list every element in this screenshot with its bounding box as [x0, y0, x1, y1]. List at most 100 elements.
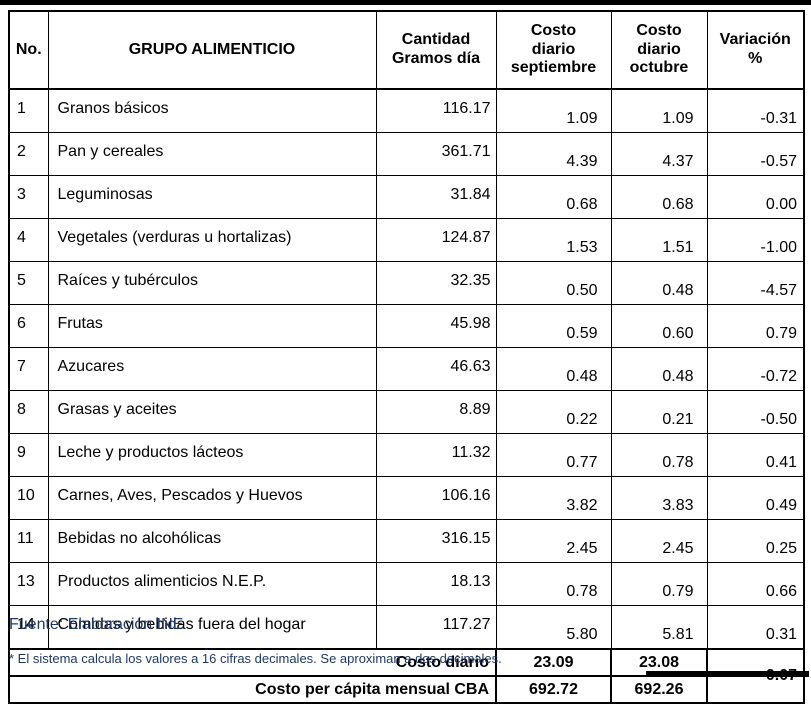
- quantity-grams: 8.89: [375, 390, 497, 434]
- row-number: 14: [8, 605, 49, 650]
- col-header-quantity: Cantidad Gramos día: [375, 10, 497, 90]
- quantity-grams: 117.27: [375, 605, 497, 650]
- quantity-grams: 106.16: [375, 476, 497, 520]
- col-header-september: Costo diario septiembre: [495, 10, 612, 90]
- food-group-name: Leche y productos lácteos: [47, 433, 377, 477]
- row-number: 9: [8, 433, 49, 477]
- monthly-cost-label: Costo per cápita mensual CBA: [8, 675, 497, 704]
- food-group-name: Azucares: [47, 347, 377, 391]
- row-number: 5: [8, 261, 49, 305]
- cost-september: 1.09: [495, 88, 612, 133]
- table-row: 4 Vegetales (verduras u hortalizas) 124.…: [8, 218, 805, 262]
- daily-cost-september: 23.09: [495, 648, 612, 677]
- cost-october: 2.45: [610, 519, 708, 563]
- table-row: 13 Productos alimenticios N.E.P. 18.13 0…: [8, 562, 805, 606]
- summary-monthly-row: Costo per cápita mensual CBA 692.72 692.…: [8, 675, 804, 704]
- cost-september: 0.48: [495, 347, 612, 391]
- col-header-group: GRUPO ALIMENTICIO: [47, 10, 377, 90]
- food-group-name: Raíces y tubérculos: [47, 261, 377, 305]
- cost-september: 0.68: [495, 175, 612, 219]
- row-number: 11: [8, 519, 49, 563]
- monthly-cost-september: 692.72: [495, 675, 612, 704]
- cost-october: 0.21: [610, 390, 708, 434]
- food-group-name: Frutas: [47, 304, 377, 348]
- table-row: 8 Grasas y aceites 8.89 0.22 0.21 -0.50: [8, 390, 805, 434]
- variation-percent: -0.72: [706, 347, 805, 391]
- row-number: 6: [8, 304, 49, 348]
- cost-october: 0.79: [610, 562, 708, 606]
- table-row: 1 Granos básicos 116.17 1.09 1.09 -0.31: [8, 88, 805, 133]
- table-row: 11 Bebidas no alcohólicas 316.15 2.45 2.…: [8, 519, 805, 563]
- table-row: 9 Leche y productos lácteos 11.32 0.77 0…: [8, 433, 805, 477]
- variation-percent: 0.66: [706, 562, 805, 606]
- row-number: 2: [8, 132, 49, 176]
- cost-october: 0.60: [610, 304, 708, 348]
- bottom-crop-bar: [646, 671, 809, 677]
- quantity-grams: 316.15: [375, 519, 497, 563]
- cost-september: 0.50: [495, 261, 612, 305]
- monthly-cost-october: 692.26: [610, 675, 708, 704]
- variation-percent: -0.50: [706, 390, 805, 434]
- cost-october: 1.09: [610, 88, 708, 133]
- daily-cost-label: Costo diario: [8, 648, 497, 677]
- top-crop-bar: [0, 0, 811, 5]
- row-number: 13: [8, 562, 49, 606]
- cost-october: 1.51: [610, 218, 708, 262]
- row-number: 7: [8, 347, 49, 391]
- quantity-grams: 11.32: [375, 433, 497, 477]
- variation-percent: 0.31: [706, 605, 805, 650]
- cost-october: 5.81: [610, 605, 708, 650]
- cost-october: 0.68: [610, 175, 708, 219]
- cost-september: 3.82: [495, 476, 612, 520]
- col-header-no: No.: [8, 10, 49, 90]
- table-row: 3 Leguminosas 31.84 0.68 0.68 0.00: [8, 175, 805, 219]
- cost-october: 0.48: [610, 347, 708, 391]
- quantity-grams: 45.98: [375, 304, 497, 348]
- food-group-name: Bebidas no alcohólicas: [47, 519, 377, 563]
- food-group-name: Comidas y bebidas fuera del hogar: [47, 605, 377, 650]
- table-row: 2 Pan y cereales 361.71 4.39 4.37 -0.57: [8, 132, 805, 176]
- variation-percent: -0.31: [706, 88, 805, 133]
- quantity-grams: 32.35: [375, 261, 497, 305]
- table-row: 7 Azucares 46.63 0.48 0.48 -0.72: [8, 347, 805, 391]
- quantity-grams: 46.63: [375, 347, 497, 391]
- food-group-name: Vegetales (verduras u hortalizas): [47, 218, 377, 262]
- cost-september: 0.78: [495, 562, 612, 606]
- cost-october: 3.83: [610, 476, 708, 520]
- cost-september: 5.80: [495, 605, 612, 650]
- food-group-name: Pan y cereales: [47, 132, 377, 176]
- table-row: 14 Comidas y bebidas fuera del hogar 117…: [8, 605, 805, 650]
- food-group-name: Productos alimenticios N.E.P.: [47, 562, 377, 606]
- quantity-grams: 18.13: [375, 562, 497, 606]
- row-number: 3: [8, 175, 49, 219]
- decimals-footnote: * El sistema calcula los valores a 16 ci…: [9, 651, 502, 666]
- cost-october: 4.37: [610, 132, 708, 176]
- row-number: 10: [8, 476, 49, 520]
- food-group-name: Leguminosas: [47, 175, 377, 219]
- col-header-variation: Variación %: [706, 10, 805, 90]
- cost-october: 0.48: [610, 261, 708, 305]
- row-number: 4: [8, 218, 49, 262]
- variation-percent: 0.00: [706, 175, 805, 219]
- row-number: 8: [8, 390, 49, 434]
- col-header-october: Costo diario octubre: [610, 10, 708, 90]
- variation-percent: 0.25: [706, 519, 805, 563]
- quantity-grams: 361.71: [375, 132, 497, 176]
- table-header-row: No. GRUPO ALIMENTICIO Cantidad Gramos dí…: [8, 10, 805, 90]
- food-group-name: Grasas y aceites: [47, 390, 377, 434]
- quantity-grams: 124.87: [375, 218, 497, 262]
- variation-percent: -4.57: [706, 261, 805, 305]
- cost-september: 4.39: [495, 132, 612, 176]
- cost-september: 0.22: [495, 390, 612, 434]
- variation-percent: 0.79: [706, 304, 805, 348]
- table-row: 6 Frutas 45.98 0.59 0.60 0.79: [8, 304, 805, 348]
- table-row: 10 Carnes, Aves, Pescados y Huevos 106.1…: [8, 476, 805, 520]
- source-note: Fuente: Elaboración INE: [9, 616, 184, 633]
- cost-september: 2.45: [495, 519, 612, 563]
- quantity-grams: 116.17: [375, 88, 497, 133]
- table-row: 5 Raíces y tubérculos 32.35 0.50 0.48 -4…: [8, 261, 805, 305]
- cost-september: 1.53: [495, 218, 612, 262]
- row-number: 1: [8, 88, 49, 133]
- cba-food-cost-table: No. GRUPO ALIMENTICIO Cantidad Gramos dí…: [8, 10, 805, 704]
- variation-percent: 0.41: [706, 433, 805, 477]
